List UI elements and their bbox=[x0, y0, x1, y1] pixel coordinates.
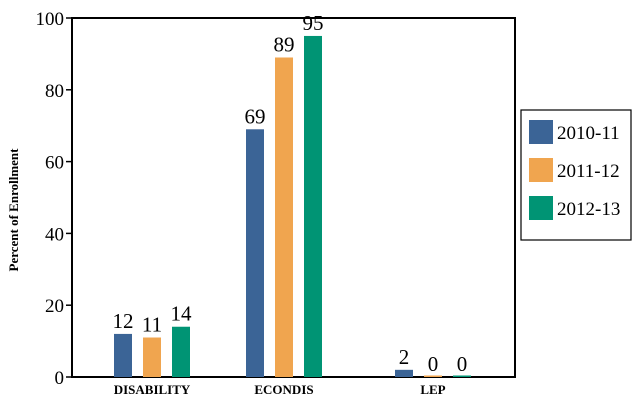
category-label: DISABILITY bbox=[114, 382, 191, 397]
y-axis-title: Percent of Enrollment bbox=[6, 148, 21, 272]
bar-disability-2012-13 bbox=[172, 326, 190, 377]
data-label: 0 bbox=[428, 352, 439, 376]
legend-swatch bbox=[529, 158, 553, 182]
legend-label: 2011-12 bbox=[557, 161, 620, 182]
bar-lep-2012-13 bbox=[453, 375, 471, 377]
legend-swatch bbox=[529, 196, 553, 220]
y-tick-label: 0 bbox=[55, 368, 65, 389]
legend-label: 2010-11 bbox=[557, 123, 620, 144]
bar-disability-2010-11 bbox=[114, 333, 132, 377]
legend: 2010-11 2011-12 2012-13 bbox=[520, 109, 632, 241]
plot-area bbox=[71, 17, 516, 378]
y-tick-label: 40 bbox=[45, 224, 64, 245]
bar-lep-2011-12 bbox=[424, 375, 442, 377]
y-tick-label: 20 bbox=[45, 296, 64, 317]
legend-swatch bbox=[529, 120, 553, 144]
data-label: 89 bbox=[274, 32, 295, 56]
y-axis: 0 20 40 60 80 100 bbox=[36, 9, 72, 389]
category-label: ECONDIS bbox=[254, 382, 313, 397]
bar-disability-2011-12 bbox=[143, 337, 161, 377]
data-label: 14 bbox=[171, 302, 193, 326]
bar-econdis-2010-11 bbox=[246, 129, 264, 377]
plot-frame bbox=[71, 17, 516, 378]
y-tick-label: 80 bbox=[45, 81, 64, 102]
category-label: LEP bbox=[420, 382, 445, 397]
data-label: 11 bbox=[142, 313, 162, 337]
bar-econdis-2011-12 bbox=[275, 57, 293, 378]
data-label: 69 bbox=[245, 104, 266, 128]
y-tick-label: 60 bbox=[45, 153, 64, 174]
bars bbox=[114, 35, 471, 378]
x-axis: DISABILITY ECONDIS LEP bbox=[114, 382, 446, 397]
bar-lep-2010-11 bbox=[395, 369, 413, 377]
data-label: 2 bbox=[399, 345, 410, 369]
data-label: 0 bbox=[457, 352, 468, 376]
data-label: 12 bbox=[113, 309, 134, 333]
legend-label: 2012-13 bbox=[557, 199, 620, 220]
bar-econdis-2012-13 bbox=[304, 35, 322, 377]
data-label: 95 bbox=[303, 11, 324, 35]
y-tick-label: 100 bbox=[36, 9, 65, 30]
